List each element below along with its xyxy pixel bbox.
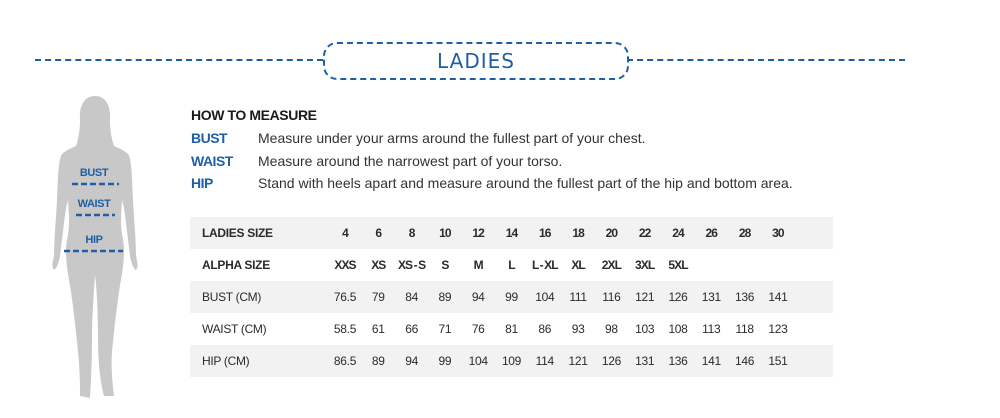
section-title-box: LADIES (323, 42, 629, 80)
figure-label-bust: BUST (80, 167, 109, 179)
table-cell: 116 (602, 290, 621, 304)
table-cell: XXS (334, 258, 356, 272)
table-cell: 121 (568, 354, 588, 368)
table-cell: 28 (738, 226, 751, 240)
table-cell: 30 (772, 226, 784, 240)
table-cell: 136 (735, 290, 755, 304)
table-cell: 126 (668, 290, 688, 304)
table-cell: XS (371, 258, 386, 272)
measure-item-bust: BUST Measure under your arms around the … (191, 127, 891, 150)
table-cell: 126 (601, 354, 621, 368)
table-cell: 10 (439, 226, 451, 240)
table-cell: 18 (572, 226, 584, 240)
silhouette-shape (52, 96, 138, 398)
table-cell: 141 (768, 290, 788, 304)
table-cell: 93 (571, 322, 585, 336)
table-cell: 66 (405, 322, 418, 336)
measure-item-waist: WAIST Measure around the narrowest part … (191, 150, 891, 173)
table-cell: 22 (638, 226, 651, 240)
row-header: BUST (CM) (202, 290, 262, 304)
table-cell: S (441, 258, 449, 272)
table-row: ALPHA SIZE XXS XS XS - S S M L L - XL XL 2XL 3XL 5X… (190, 249, 833, 281)
table-cell: 109 (501, 354, 522, 368)
table-cell: 99 (505, 290, 518, 304)
table-row: WAIST (CM) 58.5 61 66 71 76 81 86 93 98 103 108 113 1… (190, 313, 833, 345)
table-cell: 24 (672, 226, 684, 240)
measure-description: Measure around the narrowest part of you… (258, 152, 563, 169)
table-cell: 146 (735, 354, 755, 368)
table-cell: XL (571, 258, 585, 272)
table-cell: 76 (471, 322, 485, 336)
measure-description: Measure under your arms around the fulle… (258, 130, 646, 147)
size-chart-table: LADIES SIZE 4 6 8 10 12 14 16 18 20 22 24 26 28 30 ALPH… (190, 217, 833, 377)
table-cell: XS - S (397, 258, 426, 272)
table-cell: 2XL (601, 258, 622, 272)
table-cell: 14 (505, 226, 518, 240)
table-cell: 103 (635, 322, 655, 336)
table-cell: 94 (405, 354, 418, 368)
body-silhouette-figure: BUST WAIST HIP (52, 96, 138, 398)
table-cell: 151 (768, 354, 788, 368)
table-cell: 89 (438, 290, 452, 304)
table-cell: L (508, 258, 515, 272)
table-cell: 71 (438, 322, 452, 336)
table-cell: 16 (539, 226, 551, 240)
table-cell: M (473, 258, 484, 272)
table-cell: 94 (471, 290, 485, 304)
table-cell: 113 (702, 322, 721, 336)
table-cell: 86 (538, 322, 552, 336)
table-cell: 8 (408, 226, 416, 240)
table-cell: 5XL (668, 258, 688, 272)
table-row: LADIES SIZE 4 6 8 10 12 14 16 18 20 22 24 26 28 30 (190, 217, 833, 249)
table-cell: 3XL (635, 258, 655, 272)
table-cell: 99 (438, 354, 452, 368)
table-cell: 81 (505, 322, 518, 336)
table-cell: 108 (668, 322, 688, 336)
section-title: LADIES (437, 49, 515, 73)
table-cell: 118 (735, 322, 754, 336)
measure-item-hip: HIP Stand with heels apart and measure a… (191, 172, 891, 195)
table-cell: 20 (605, 226, 618, 240)
row-header: ALPHA SIZE (202, 258, 270, 272)
measure-label: BUST (191, 130, 228, 147)
table-row: BUST (CM) 76.5 79 84 89 94 99 104 111 116 121 126 13… (190, 281, 833, 313)
table-cell: 141 (701, 354, 721, 368)
table-cell: 111 (569, 290, 587, 304)
row-header: WAIST (CM) (202, 322, 267, 336)
table-cell: 84 (405, 290, 418, 304)
table-cell: 104 (468, 354, 488, 368)
table-cell: 123 (768, 322, 788, 336)
row-header: HIP (CM) (202, 354, 250, 368)
header-dashed-line-right (627, 59, 905, 61)
measure-label: HIP (191, 175, 213, 192)
table-cell: L - XL (531, 258, 559, 272)
table-cell: 6 (375, 226, 382, 240)
table-cell: 76.5 (333, 290, 357, 304)
table-cell: 79 (371, 290, 385, 304)
table-cell: 86.5 (333, 354, 357, 368)
table-row: HIP (CM) 86.5 89 94 99 104 109 114 121 126 131 136 1… (190, 345, 833, 377)
table-cell: 89 (371, 354, 385, 368)
table-cell: 131 (635, 354, 655, 368)
measure-label: WAIST (191, 152, 233, 169)
table-cell: 131 (701, 290, 721, 304)
figure-label-waist: WAIST (78, 198, 112, 210)
table-cell: 61 (371, 322, 385, 336)
table-cell: 26 (705, 226, 718, 240)
table-cell: 114 (535, 354, 555, 368)
table-cell: 58.5 (333, 322, 357, 336)
table-cell: 12 (472, 226, 484, 240)
header-dashed-line-left (35, 59, 323, 61)
measure-description: Stand with heels apart and measure aroun… (258, 175, 793, 192)
table-cell: 98 (605, 322, 618, 336)
table-cell: 121 (635, 290, 655, 304)
table-cell: 4 (342, 226, 349, 240)
table-cell: 136 (668, 354, 688, 368)
how-to-measure-heading: HOW TO MEASURE (191, 107, 317, 123)
how-to-measure-section: HOW TO MEASURE BUST Measure under your a… (191, 107, 891, 195)
table-cell: 104 (535, 290, 555, 304)
figure-label-hip: HIP (85, 234, 102, 246)
row-header: LADIES SIZE (202, 226, 273, 240)
